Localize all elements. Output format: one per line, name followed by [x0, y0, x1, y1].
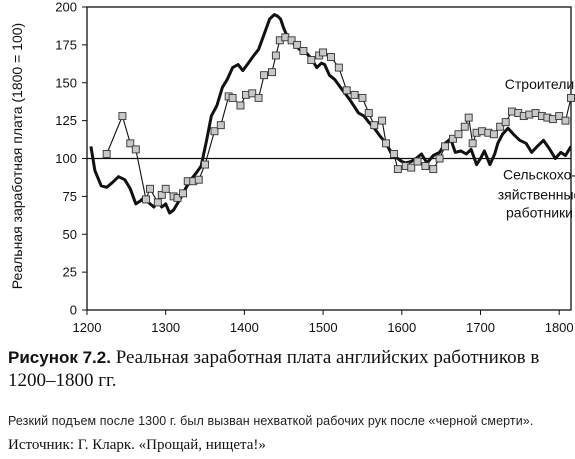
builders-point	[421, 162, 430, 171]
builders-point	[567, 93, 575, 102]
axis-ticks: 0 25 50 75 100 125 150 175 200 1200 1300 1400 1500 16…	[55, 0, 573, 335]
builders-point	[389, 150, 398, 158]
builders-point	[350, 90, 359, 99]
x-tick-label: 1700	[466, 320, 495, 335]
x-tick-label: 1400	[230, 320, 259, 335]
builders-point	[173, 193, 182, 202]
builders-point	[299, 46, 308, 55]
y-tick-label: 100	[55, 151, 77, 166]
builders-point	[260, 71, 269, 80]
figure-source: Источник: Г. Кларк. «Прощай, нищета!»	[8, 437, 266, 453]
series-labels: Строители Сельскохо-зяйственные работники	[498, 76, 575, 221]
builders-point	[293, 40, 302, 49]
builders-point	[102, 150, 111, 158]
series-line-agricultural-workers	[89, 13, 571, 215]
builders-point	[501, 118, 510, 127]
builders-point	[236, 101, 245, 110]
plot-area	[86, 6, 575, 311]
builders-point	[142, 195, 150, 204]
y-tick-label: 175	[55, 37, 77, 52]
builders-point	[179, 189, 187, 198]
builders-point	[496, 122, 505, 131]
builders-point	[210, 127, 219, 136]
builders-point	[248, 89, 257, 98]
builders-point	[449, 134, 457, 143]
builders-point	[216, 121, 225, 130]
builders-point	[358, 93, 367, 102]
figure-note: Резкий подъем после 1300 г. был вызван н…	[8, 414, 534, 428]
series-annotation: Сельскохо-	[503, 167, 575, 183]
builders-point	[307, 56, 316, 64]
builders-point	[131, 145, 140, 154]
builders-point	[413, 157, 422, 166]
figure-label: Рисунок 7.2.	[8, 348, 111, 367]
y-axis-label: Реальная заработная плата (1800 = 100)	[9, 23, 25, 289]
builders-point	[153, 198, 162, 207]
chart: Реальная заработная плата (1800 = 100) 0…	[9, 0, 575, 335]
builders-point	[228, 93, 237, 102]
builders-point	[126, 139, 135, 148]
builders-point	[118, 112, 127, 121]
builders-point	[364, 109, 373, 118]
builders-point	[468, 139, 477, 148]
builders-point	[342, 86, 351, 95]
x-tick-label: 1500	[309, 320, 338, 335]
y-axis-title: Реальная заработная плата (1800 = 100)	[9, 23, 25, 289]
series-annotation: зяйственные	[498, 186, 575, 202]
y-tick-label: 150	[55, 75, 77, 90]
y-tick-label: 125	[55, 113, 77, 128]
builders-point	[378, 116, 387, 125]
x-tick-label: 1200	[73, 320, 102, 335]
builders-point	[407, 163, 416, 172]
figure-title: Реальная заработная плата английских раб…	[8, 347, 540, 391]
x-tick-label: 1600	[387, 320, 416, 335]
builders-point	[429, 165, 438, 174]
builders-point	[382, 139, 391, 148]
builders-point	[146, 184, 154, 193]
y-tick-label: 50	[63, 227, 77, 242]
builders-point	[435, 154, 444, 163]
series-annotation: работники	[506, 205, 573, 221]
builders-point	[287, 36, 296, 45]
y-tick-label: 200	[55, 0, 77, 15]
figure-caption: Рисунок 7.2. Реальная заработная плата а…	[8, 346, 568, 392]
builders-point	[267, 68, 276, 77]
builders-point	[327, 53, 335, 61]
builders-point	[254, 93, 263, 102]
builders-point	[464, 113, 473, 122]
builders-point	[194, 175, 203, 184]
series-line-builders	[106, 36, 571, 203]
builders-point	[460, 122, 469, 131]
builders-point	[489, 130, 498, 139]
x-tick-label: 1800	[545, 320, 574, 335]
builders-point	[161, 184, 170, 193]
builders-point	[201, 160, 209, 169]
series-annotation: Строители	[505, 76, 574, 92]
builders-point	[319, 48, 328, 57]
builders-point	[393, 165, 402, 174]
builders-point	[454, 130, 463, 139]
builders-point	[334, 63, 343, 72]
builders-point	[370, 121, 379, 130]
builders-point	[441, 142, 450, 151]
y-tick-label: 25	[63, 265, 77, 280]
builders-point	[271, 51, 280, 60]
builders-point	[561, 116, 570, 125]
y-tick-label: 75	[63, 189, 77, 204]
y-tick-label: 0	[70, 303, 77, 318]
builders-point	[555, 112, 564, 121]
x-tick-label: 1300	[151, 320, 180, 335]
